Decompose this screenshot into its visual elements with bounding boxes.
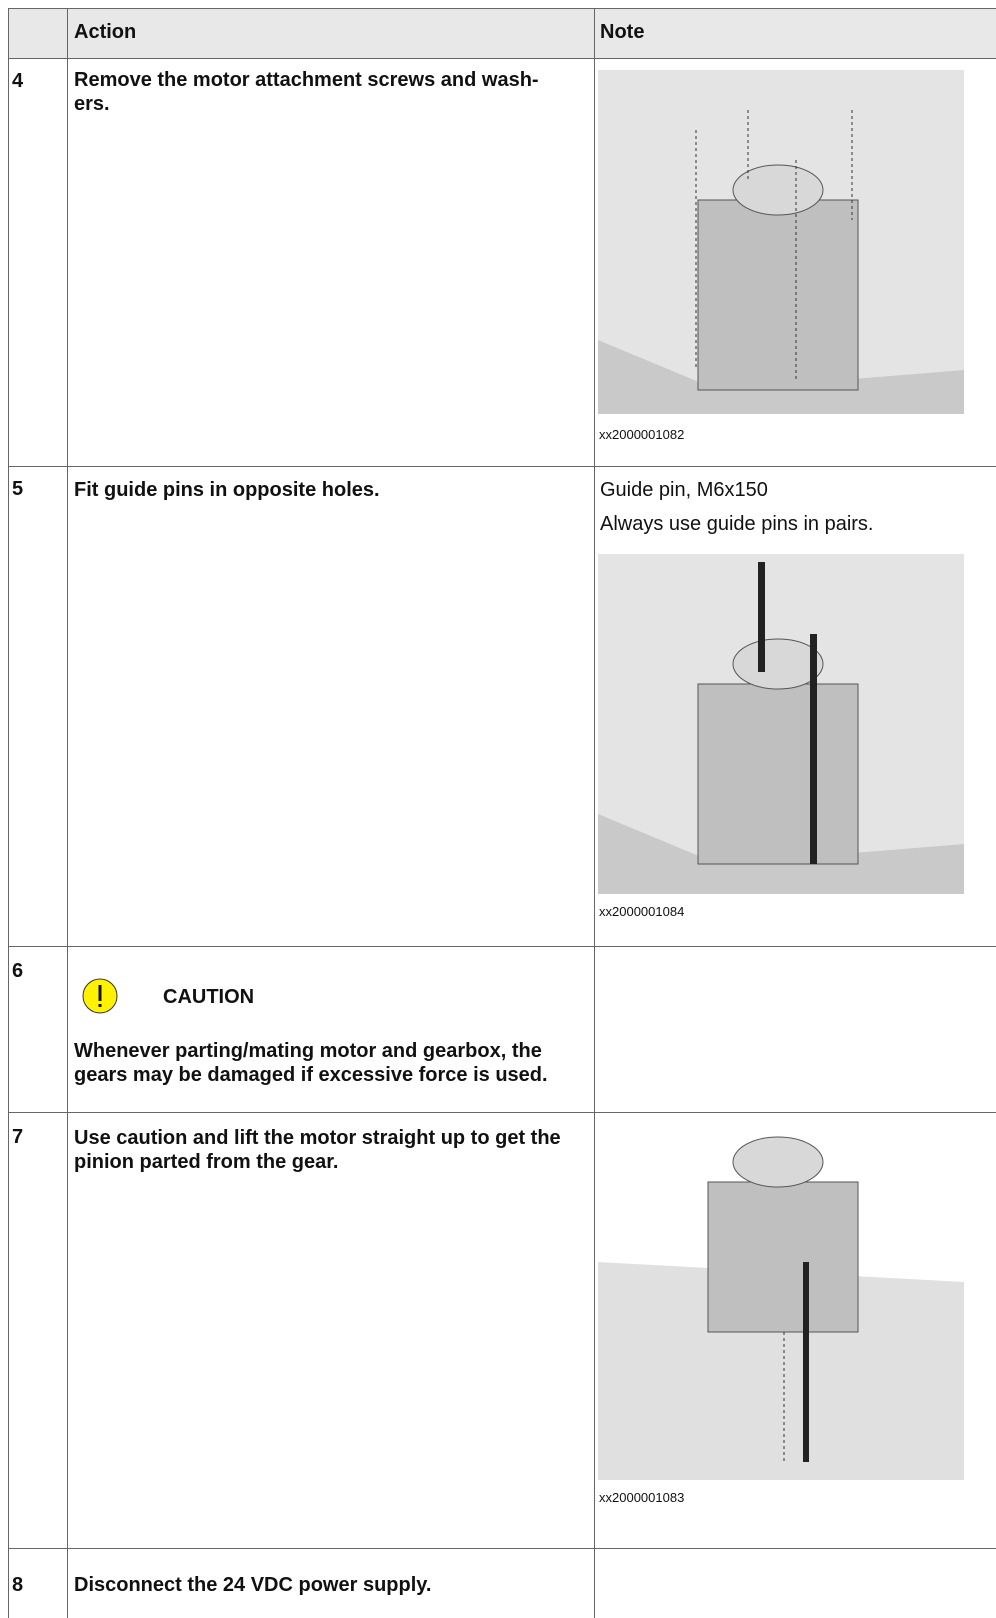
header-action: Action <box>74 21 137 43</box>
rule <box>8 8 996 9</box>
rule <box>8 1548 996 1549</box>
step-number: 8 <box>12 1574 24 1596</box>
rule <box>67 8 68 1618</box>
action-text: Remove the motor attachment screws and w… <box>74 69 539 115</box>
step-number: 4 <box>12 70 24 92</box>
figure <box>598 70 964 414</box>
rule <box>8 1112 996 1113</box>
figure-id: xx2000001082 <box>599 427 685 442</box>
note-line: Guide pin, M6x150 <box>600 479 768 501</box>
rule <box>594 8 595 1618</box>
caution-text: Whenever parting/mating motor and gearbo… <box>74 1040 548 1086</box>
header-note: Note <box>600 21 645 43</box>
note-line: Always use guide pins in pairs. <box>600 513 874 535</box>
caution-title: CAUTION <box>163 986 255 1008</box>
figure <box>598 1132 964 1480</box>
step-number: 7 <box>12 1126 24 1148</box>
rule <box>8 946 996 947</box>
step-number: 6 <box>12 960 24 982</box>
step-number: 5 <box>12 478 24 500</box>
caution-icon <box>82 978 118 1014</box>
rule <box>8 8 9 1618</box>
figure-id: xx2000001084 <box>599 904 685 919</box>
figure <box>598 554 964 894</box>
header-bg <box>8 8 996 58</box>
action-text: Fit guide pins in opposite holes. <box>74 479 380 501</box>
action-text: Disconnect the 24 VDC power supply. <box>74 1574 432 1596</box>
action-text: Use caution and lift the motor straight … <box>74 1127 561 1173</box>
rule <box>8 466 996 467</box>
rule <box>8 58 996 59</box>
figure-id: xx2000001083 <box>599 1490 685 1505</box>
